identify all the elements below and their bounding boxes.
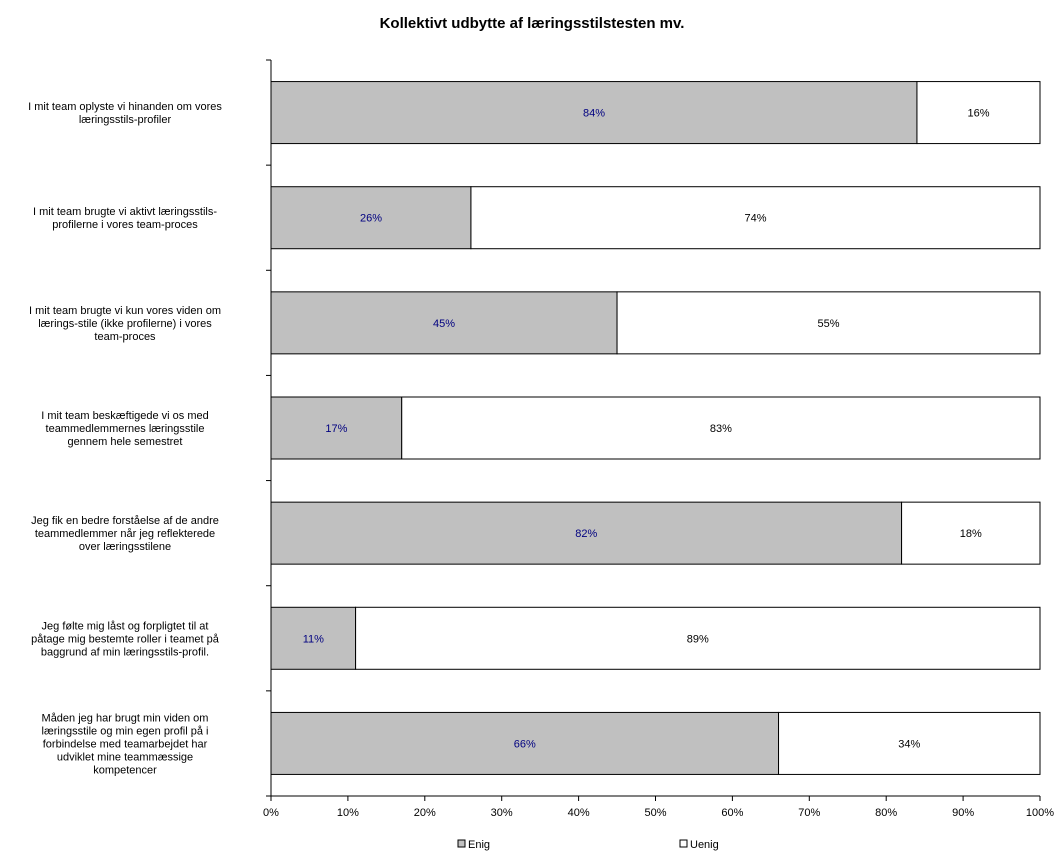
data-label-enig: 26% — [360, 213, 382, 225]
x-tick-label: 50% — [644, 807, 666, 819]
x-tick-label: 100% — [1026, 807, 1054, 819]
category-label-line: baggrund af min læringsstils-profil. — [41, 646, 209, 658]
bar-uenig — [901, 501, 1041, 565]
x-tick-label: 80% — [875, 807, 897, 819]
category-label-line: udviklet mine teammæssige — [57, 751, 193, 763]
category-label-line: læringsstils-profiler — [79, 114, 172, 126]
data-label-uenig: 34% — [898, 738, 920, 750]
data-label-uenig: 83% — [710, 423, 732, 435]
category-label: I mit team brugte vi kun vores viden om l… — [29, 305, 221, 343]
data-label-enig: 17% — [325, 423, 347, 435]
category-label-line: teammedlemmernes læringsstile — [46, 423, 205, 435]
x-tick-label: 30% — [491, 807, 513, 819]
x-tick-label: 20% — [414, 807, 436, 819]
category-label-line: I mit team brugte vi aktivt læringsstils… — [33, 206, 217, 218]
x-tick-label: 40% — [568, 807, 590, 819]
x-tick-label: 10% — [337, 807, 359, 819]
data-label-enig: 82% — [575, 528, 597, 540]
category-label-line: Måden jeg har brugt min viden om — [42, 712, 209, 724]
data-label-enig: 45% — [433, 318, 455, 330]
category-label: I mit team oplyste vi hinanden om vores l… — [28, 101, 222, 126]
legend-label-uenig: Uenig — [690, 839, 719, 851]
data-label-uenig: 74% — [744, 213, 766, 225]
data-label-enig: 66% — [514, 738, 536, 750]
category-label-line: I mit team oplyste vi hinanden om vores — [28, 101, 222, 113]
category-label-line: team-proces — [94, 331, 156, 343]
category-label-line: læringsstile og min egen profil på i — [42, 725, 209, 737]
legend-label-enig: Enig — [468, 839, 490, 851]
category-label-line: profilerne i vores team-proces — [52, 219, 198, 231]
category-label-line: gennem hele semestret — [68, 436, 183, 448]
data-label-uenig: 16% — [967, 108, 989, 120]
x-tick-label: 70% — [798, 807, 820, 819]
category-label: I mit team beskæftigede vi os med teammed… — [41, 410, 209, 448]
category-label-line: påtage mig bestemte roller i teamet på — [31, 633, 220, 645]
bar-uenig — [470, 186, 1041, 250]
data-label-enig: 11% — [303, 633, 324, 645]
category-label-line: Jeg følte mig låst og forpligtet til at — [42, 620, 209, 632]
bar-uenig — [355, 606, 1041, 670]
bar-enig — [270, 501, 903, 565]
bar-enig — [270, 186, 472, 250]
plot-area: 0% 10% 20% 30% 40% 50% 60% 70% 80% 90% 100% I mit t… — [28, 59, 1054, 819]
category-label-line: kompetencer — [93, 764, 157, 776]
legend-swatch-uenig — [679, 839, 688, 848]
bar-uenig — [616, 291, 1041, 355]
data-label-uenig: 18% — [960, 528, 982, 540]
legend: Enig Uenig — [457, 839, 719, 851]
bar-enig — [270, 711, 780, 775]
category-label-line: forbindelse med teamarbejdet har — [43, 738, 208, 750]
category-label: Jeg følte mig låst og forpligtet til at p… — [31, 620, 220, 658]
category-label: I mit team brugte vi aktivt læringsstils… — [33, 206, 217, 231]
category-label-line: I mit team beskæftigede vi os med — [41, 410, 209, 422]
x-tick-label: 90% — [952, 807, 974, 819]
legend-swatch-enig — [457, 839, 466, 848]
category-label-line: over læringsstilene — [79, 541, 171, 553]
bar-uenig — [778, 711, 1041, 775]
data-label-enig: 84% — [583, 108, 605, 120]
x-tick-label: 60% — [721, 807, 743, 819]
category-label: Jeg fik en bedre forståelse af de andre t… — [31, 515, 219, 553]
category-label-line: teammedlemmer når jeg reflekterede — [35, 528, 215, 540]
category-label: Måden jeg har brugt min viden om læringss… — [42, 712, 209, 776]
chart-title: Kollektivt udbytte af læringsstilstesten… — [380, 15, 685, 32]
x-tick-label: 0% — [263, 807, 279, 819]
data-label-uenig: 55% — [818, 318, 840, 330]
bar-enig — [270, 606, 357, 670]
category-label-line: Jeg fik en bedre forståelse af de andre — [31, 515, 219, 527]
bar-enig — [270, 291, 618, 355]
category-label-line: lærings-stile (ikke profilerne) i vores — [38, 318, 212, 330]
bar-uenig — [401, 396, 1041, 460]
category-label-line: I mit team brugte vi kun vores viden om — [29, 305, 221, 317]
bar-uenig — [916, 81, 1041, 145]
data-label-uenig: 89% — [687, 633, 709, 645]
